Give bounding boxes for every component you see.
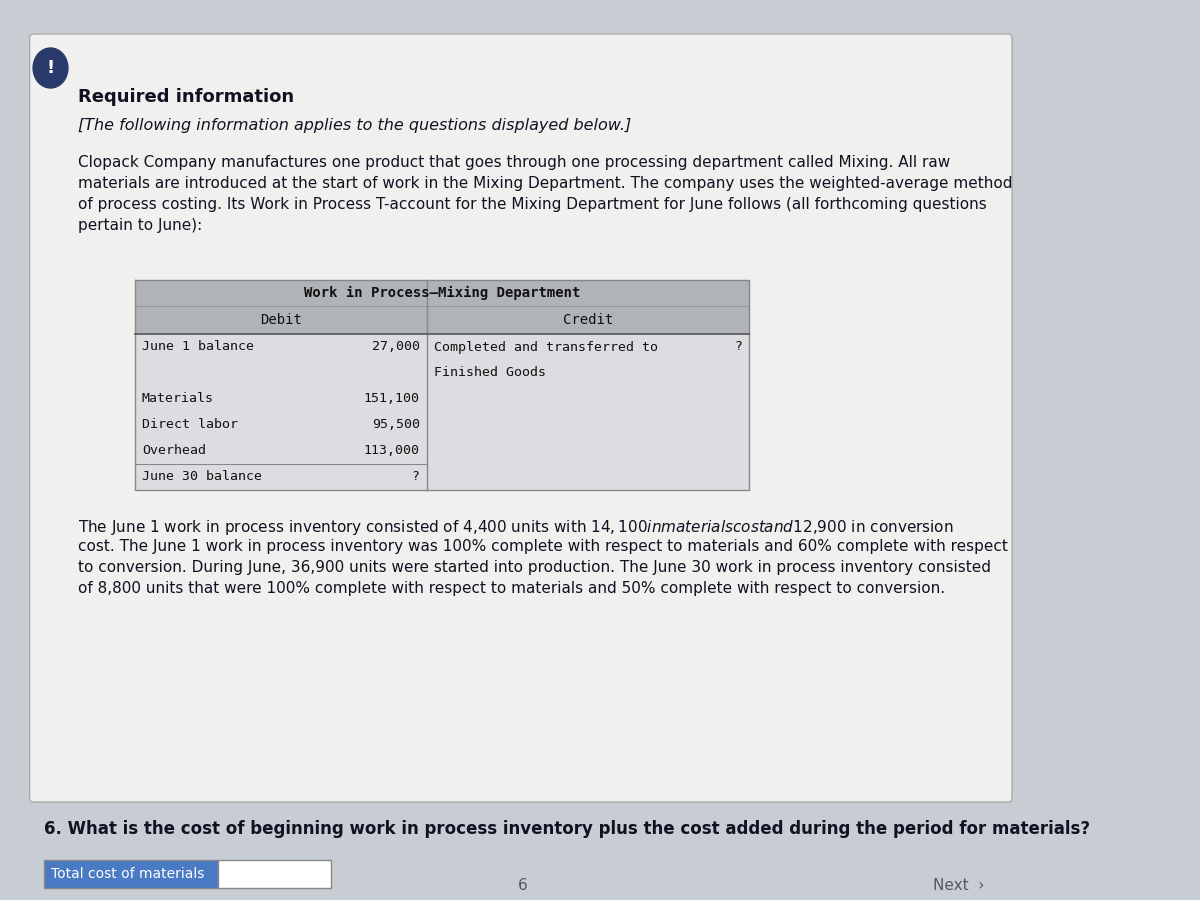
Text: 27,000: 27,000 <box>372 340 420 354</box>
Text: materials are introduced at the start of work in the Mixing Department. The comp: materials are introduced at the start of… <box>78 176 1013 191</box>
Text: 95,500: 95,500 <box>372 418 420 431</box>
Text: 6. What is the cost of beginning work in process inventory plus the cost added d: 6. What is the cost of beginning work in… <box>43 820 1090 838</box>
Circle shape <box>34 48 68 88</box>
Text: Total cost of materials: Total cost of materials <box>50 867 204 881</box>
Text: to conversion. During June, 36,900 units were started into production. The June : to conversion. During June, 36,900 units… <box>78 560 991 575</box>
Text: ?: ? <box>412 471 420 483</box>
Bar <box>134 280 749 334</box>
Bar <box>217 860 331 888</box>
Text: The June 1 work in process inventory consisted of 4,400 units with $14,100 in ma: The June 1 work in process inventory con… <box>78 518 954 537</box>
Text: 6: 6 <box>517 878 528 893</box>
Text: Completed and transferred to: Completed and transferred to <box>433 340 658 354</box>
Text: [The following information applies to the questions displayed below.]: [The following information applies to th… <box>78 118 631 133</box>
Text: cost. The June 1 work in process inventory was 100% complete with respect to mat: cost. The June 1 work in process invento… <box>78 539 1008 554</box>
Text: June 30 balance: June 30 balance <box>142 471 262 483</box>
Text: Work in Process–Mixing Department: Work in Process–Mixing Department <box>304 286 580 300</box>
FancyBboxPatch shape <box>30 34 1012 802</box>
Text: Overhead: Overhead <box>142 445 206 457</box>
Text: 151,100: 151,100 <box>364 392 420 406</box>
Text: ?: ? <box>734 340 742 354</box>
Text: Required information: Required information <box>78 88 294 106</box>
Text: June 1 balance: June 1 balance <box>142 340 254 354</box>
Bar <box>134 334 749 490</box>
Text: of process costing. Its Work in Process T-account for the Mixing Department for : of process costing. Its Work in Process … <box>78 197 988 212</box>
Text: pertain to June):: pertain to June): <box>78 218 203 233</box>
Text: of 8,800 units that were 100% complete with respect to materials and 50% complet: of 8,800 units that were 100% complete w… <box>78 581 946 596</box>
Text: Credit: Credit <box>563 313 613 327</box>
Text: Clopack Company manufactures one product that goes through one processing depart: Clopack Company manufactures one product… <box>78 155 950 170</box>
Text: Finished Goods: Finished Goods <box>433 366 546 380</box>
Text: Debit: Debit <box>260 313 302 327</box>
Bar <box>43 860 217 888</box>
Text: Next  ›: Next › <box>932 878 984 893</box>
Text: Direct labor: Direct labor <box>142 418 238 431</box>
Text: !: ! <box>47 59 54 77</box>
Text: 113,000: 113,000 <box>364 445 420 457</box>
Text: Materials: Materials <box>142 392 214 406</box>
